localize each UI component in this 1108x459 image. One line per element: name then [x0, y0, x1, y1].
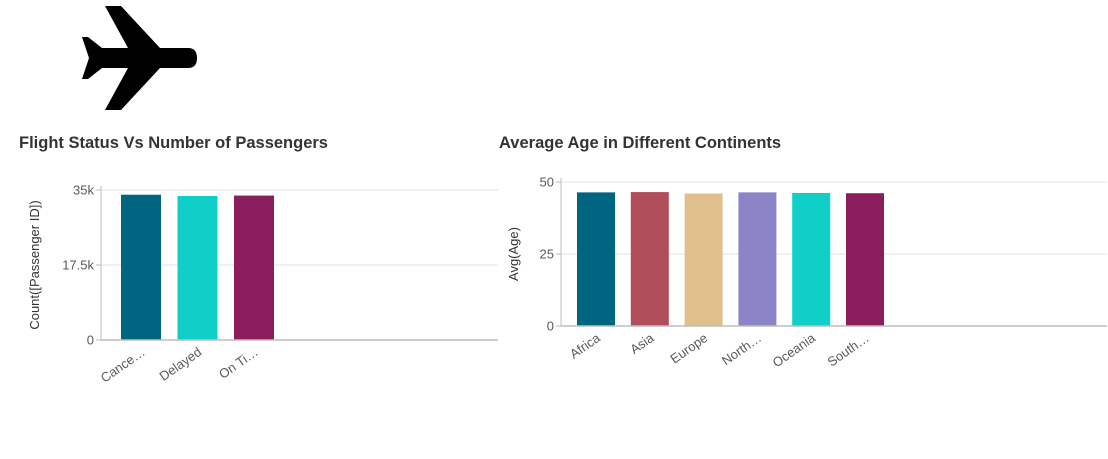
chart-title-average-age: Average Age in Different Continents [499, 134, 782, 152]
bar-delayed[interactable] [177, 196, 218, 340]
chart-title-flight-status: Flight Status Vs Number of Passengers [19, 134, 328, 152]
y-axis-title: Avg(Age) [506, 227, 521, 281]
y-axis-title: Count([Passenger ID]) [27, 200, 42, 329]
x-tick-label: South… [825, 330, 872, 369]
average-age-chart: 0 25 50 Africa Asia Europe North… Oceania South…… [506, 175, 1107, 371]
bar-north[interactable] [738, 192, 777, 326]
bar-europe[interactable] [684, 193, 723, 326]
bar-oceania[interactable] [792, 192, 831, 326]
y-tick-label: 0 [547, 319, 554, 334]
x-tick-label: Oceania [770, 330, 819, 371]
y-tick-label: 25 [540, 247, 554, 262]
airplane-icon [82, 6, 197, 110]
x-tick-label: Europe [667, 330, 710, 366]
y-tick-label: 35k [73, 183, 94, 198]
x-tick-label: Asia [627, 330, 657, 357]
x-tick-label: North… [719, 330, 764, 368]
y-tick-label: 50 [540, 175, 554, 190]
bar-south[interactable] [846, 193, 884, 326]
bar-africa[interactable] [577, 192, 615, 326]
bar-cance[interactable] [121, 194, 161, 340]
x-tick-label: Africa [567, 330, 603, 362]
y-tick-label: 17.5k [62, 258, 94, 273]
bar-onti[interactable] [234, 195, 274, 340]
bar-asia[interactable] [630, 192, 669, 326]
y-tick-label: 0 [87, 333, 94, 348]
